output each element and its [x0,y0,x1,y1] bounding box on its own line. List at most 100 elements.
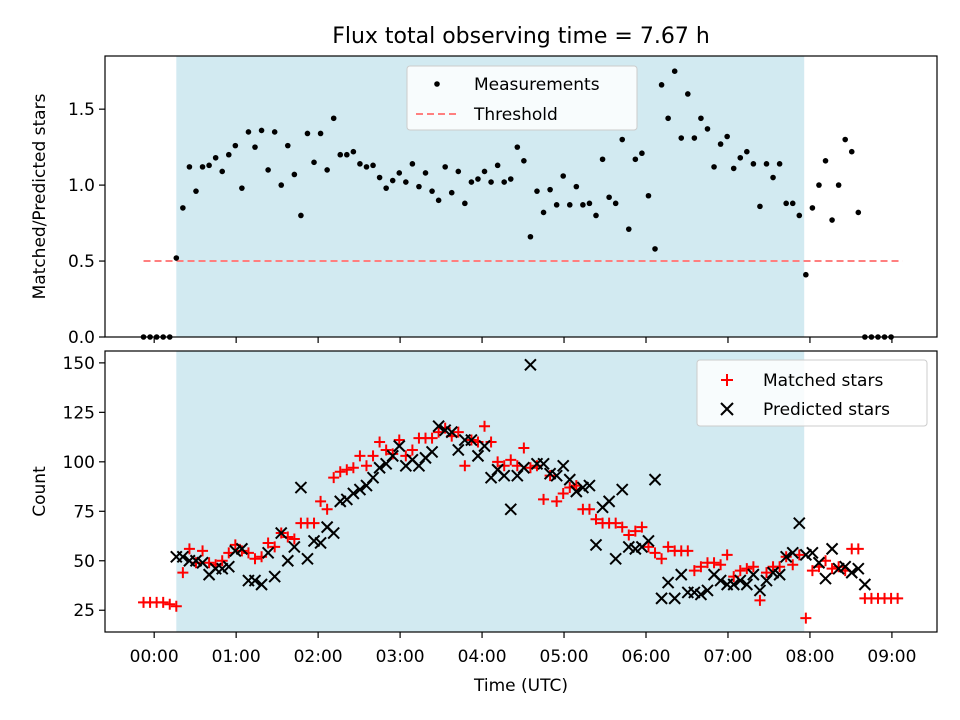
measurement-point [199,164,206,170]
predicted-star-point [373,461,386,474]
predicted-star-point [668,592,681,605]
matched-star-point [682,545,694,557]
bottom-panel-axis-ticks: 25 50 75 100 125 150 00:00 01:00 02:00 03:00 04:00… [63,354,917,667]
predicted-star-point [589,538,603,552]
measurement-point [409,161,416,167]
measurement-point [763,161,770,167]
predicted-star-point [740,578,754,591]
predicted-star-point [819,572,832,585]
matched-star-point [774,561,786,573]
predicted-star-point [452,443,465,457]
measurement-point [665,115,671,122]
matched-star-point [518,442,530,454]
measurement-point [245,129,252,135]
measurement-point [822,158,829,164]
matched-star-point [354,450,366,462]
measurement-point [514,144,521,150]
measurement-point [803,271,809,278]
predicted-star-point [537,457,550,471]
measurement-point [284,142,291,149]
measurement-point [835,182,842,188]
predicted-star-point [288,540,301,554]
measurement-point [639,150,645,157]
predicted-star-point [734,574,747,587]
top-ytick-label: 0.0 [68,328,95,348]
matched-star-point [328,472,340,484]
predicted-star-point [779,550,793,564]
predicted-star-point [727,578,740,591]
measurement-point [809,205,816,211]
measurement-point [671,68,678,74]
top-panel-frame [104,55,938,338]
matched-star-point [649,547,661,559]
matched-star-point [479,420,491,432]
matched-star-point [557,487,569,499]
matched-star-point [826,563,838,575]
measurement-point [783,200,789,207]
measurement-point [344,151,350,158]
measurement-point [730,165,737,172]
measurement-point [560,173,567,179]
predicted-star-point [550,469,563,482]
bottom-ytick-label: 100 [63,453,95,473]
measurement-point [370,162,376,169]
matched-star-point [636,521,648,533]
predicted-star-point [386,449,399,463]
measurement-point [553,202,560,208]
matched-star-point [426,432,438,444]
matched-star-point [341,464,353,476]
measurement-point [527,233,534,240]
bottom-ytick-label: 50 [73,552,95,572]
measurement-point [212,154,219,161]
measurement-point [855,209,862,216]
measurement-point [645,192,652,199]
measurement-point [363,164,370,170]
measurement-point [625,226,632,232]
matched-star-point [806,565,818,577]
predicted-star-point [616,483,629,496]
bottom-panel: 25 50 75 100 125 150 00:00 01:00 02:00 03:00 04:00… [30,350,938,696]
measurement-point [632,156,639,163]
measurement-point [462,200,468,207]
measurement-point [442,164,448,170]
measurement-point [324,167,330,173]
predicted-star-point [661,576,675,589]
measurement-point [573,183,580,190]
measurement-point [691,135,698,141]
measurement-point [619,136,626,143]
top-panel: 0.0 0.5 1.0 1.5 Matched/Predicted stars Mea… [30,55,938,348]
predicted-star-point [852,562,865,575]
measurement-point [501,179,507,185]
measurement-point [652,246,658,252]
matched-star-point [656,553,668,565]
measurement-point [586,200,593,207]
measurement-point [717,141,724,147]
measurement-point [816,182,822,188]
measurement-point [744,148,750,155]
matched-star-point [374,436,386,448]
measurement-point [180,205,186,211]
predicted-star-point [753,584,767,597]
measurement-point [547,186,553,193]
measurement-point [789,200,796,207]
matched-star-point [249,553,261,565]
matched-star-point [236,545,248,557]
measurement-point [475,176,481,182]
matched-star-point [393,434,405,446]
matched-star-point [170,600,182,612]
predicted-star-point [432,419,445,433]
predicted-star-point [563,473,576,486]
predicted-star-point [255,578,268,591]
predicted-star-point [812,556,826,569]
predicted-star-point [235,542,249,556]
measurement-point [481,168,488,175]
measurement-point [704,126,711,132]
matched-star-point [288,533,300,545]
measurement-point [357,161,363,167]
measurement-point [507,176,514,182]
measurement-point [698,115,704,122]
matched-star-point [583,503,595,515]
measurement-point [678,135,685,141]
measurement-point [599,156,606,163]
legend-threshold-label: Threshold [473,105,558,125]
